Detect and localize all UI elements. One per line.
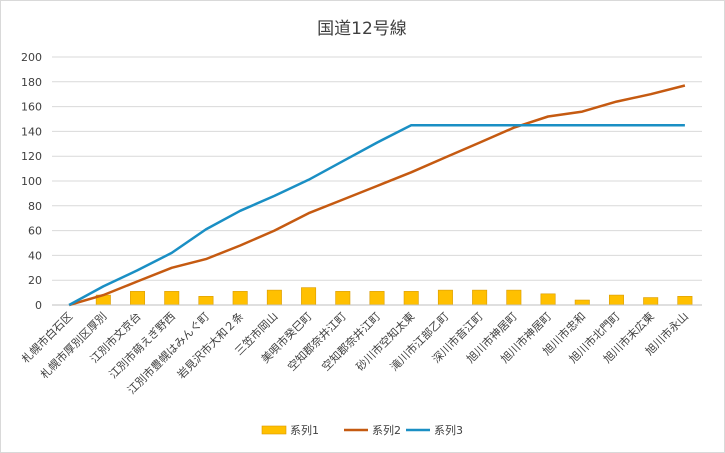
bar-系列1 xyxy=(643,297,659,306)
bar-系列1 xyxy=(506,289,522,306)
line-系列3 xyxy=(68,123,685,307)
bar-系列1 xyxy=(164,291,180,306)
y-tick-label: 40 xyxy=(28,249,42,262)
bar-系列1 xyxy=(198,296,214,306)
line-系列2 xyxy=(68,84,686,307)
chart-title: 国道12号線 xyxy=(317,19,407,39)
legend-label-系列2: 系列2 xyxy=(372,423,401,437)
bar-系列1 xyxy=(403,291,419,306)
bar-系列1 xyxy=(677,296,693,306)
y-tick-label: 200 xyxy=(21,51,42,64)
bar-系列1 xyxy=(369,291,385,306)
legend-swatch-系列1 xyxy=(261,425,287,435)
bar-系列1 xyxy=(335,291,351,306)
x-tick-label: 空知郡奈井江町 xyxy=(319,309,383,373)
y-tick-label: 120 xyxy=(21,150,42,163)
y-tick-label: 80 xyxy=(28,200,42,213)
bar-系列1 xyxy=(130,291,146,306)
bar-系列1 xyxy=(472,289,488,306)
y-tick-label: 20 xyxy=(28,274,42,287)
y-tick-label: 160 xyxy=(21,101,42,114)
legend-label-系列3: 系列3 xyxy=(434,423,463,437)
bar-系列1 xyxy=(608,294,624,306)
y-tick-label: 60 xyxy=(28,225,42,238)
bar-系列1 xyxy=(301,287,317,306)
x-tick-label: 空知郡奈井江町 xyxy=(285,309,349,373)
y-tick-label: 140 xyxy=(21,125,42,138)
y-tick-label: 180 xyxy=(21,76,42,89)
legend-label-系列1: 系列1 xyxy=(290,423,319,437)
x-tick-label: 滝川市江部乙町 xyxy=(387,309,451,373)
x-tick-label: 砂川市空知太東 xyxy=(353,309,417,373)
bar-系列1 xyxy=(437,289,453,306)
y-tick-label: 100 xyxy=(21,175,42,188)
bar-系列1 xyxy=(540,293,556,306)
bar-系列1 xyxy=(574,299,590,306)
bar-系列1 xyxy=(266,289,282,306)
y-tick-label: 0 xyxy=(35,299,42,312)
bar-系列1 xyxy=(232,291,248,306)
